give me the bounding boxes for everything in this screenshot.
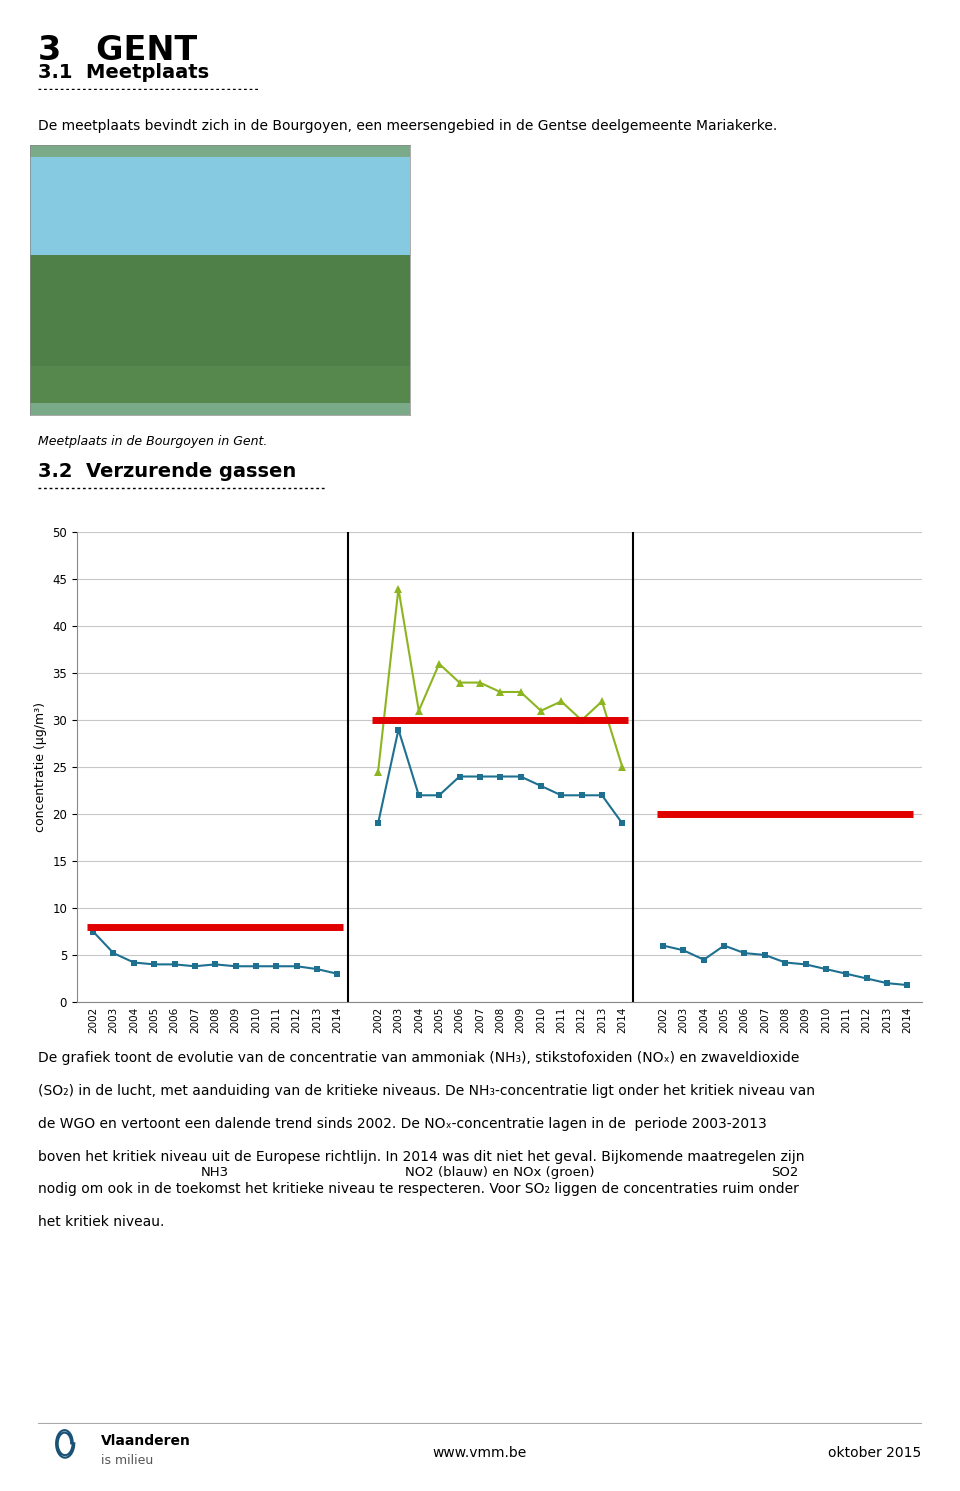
Text: 3.2  Verzurende gassen: 3.2 Verzurende gassen bbox=[38, 462, 297, 482]
Text: (SO₂) in de lucht, met aanduiding van de kritieke niveaus. De NH₃-concentratie l: (SO₂) in de lucht, met aanduiding van de… bbox=[38, 1084, 815, 1097]
Text: het kritiek niveau.: het kritiek niveau. bbox=[38, 1215, 165, 1229]
Bar bbox=[30, 157, 410, 255]
Text: oktober 2015: oktober 2015 bbox=[828, 1446, 922, 1460]
Text: De grafiek toont de evolutie van de concentratie van ammoniak (NH₃), stikstofoxi: De grafiek toont de evolutie van de conc… bbox=[38, 1051, 800, 1065]
Text: is milieu: is milieu bbox=[101, 1454, 153, 1467]
Text: nodig om ook in de toekomst het kritieke niveau te respecteren. Voor SO₂ liggen : nodig om ook in de toekomst het kritieke… bbox=[38, 1182, 800, 1196]
Text: 3   GENT: 3 GENT bbox=[38, 34, 198, 67]
Text: de WGO en vertoont een dalende trend sinds 2002. De NOₓ-concentratie lagen in de: de WGO en vertoont een dalende trend sin… bbox=[38, 1117, 767, 1130]
Text: SO2: SO2 bbox=[772, 1166, 799, 1179]
Text: boven het kritiek niveau uit de Europese richtlijn. In 2014 was dit niet het gev: boven het kritiek niveau uit de Europese… bbox=[38, 1150, 804, 1163]
Y-axis label: concentratie (μg/m³): concentratie (μg/m³) bbox=[34, 702, 47, 832]
Text: Meetplaats in de Bourgoyen in Gent.: Meetplaats in de Bourgoyen in Gent. bbox=[38, 435, 268, 449]
Text: 3.1  Meetplaats: 3.1 Meetplaats bbox=[38, 63, 209, 82]
Bar bbox=[30, 255, 410, 403]
Text: www.vmm.be: www.vmm.be bbox=[433, 1446, 527, 1460]
Text: Vlaanderen: Vlaanderen bbox=[101, 1434, 191, 1448]
Text: NH3: NH3 bbox=[202, 1166, 229, 1179]
Bar bbox=[30, 365, 410, 403]
Text: De meetplaats bevindt zich in de Bourgoyen, een meersengebied in de Gentse deelg: De meetplaats bevindt zich in de Bourgoy… bbox=[38, 119, 778, 133]
Text: NO2 (blauw) en NOx (groen): NO2 (blauw) en NOx (groen) bbox=[405, 1166, 595, 1179]
